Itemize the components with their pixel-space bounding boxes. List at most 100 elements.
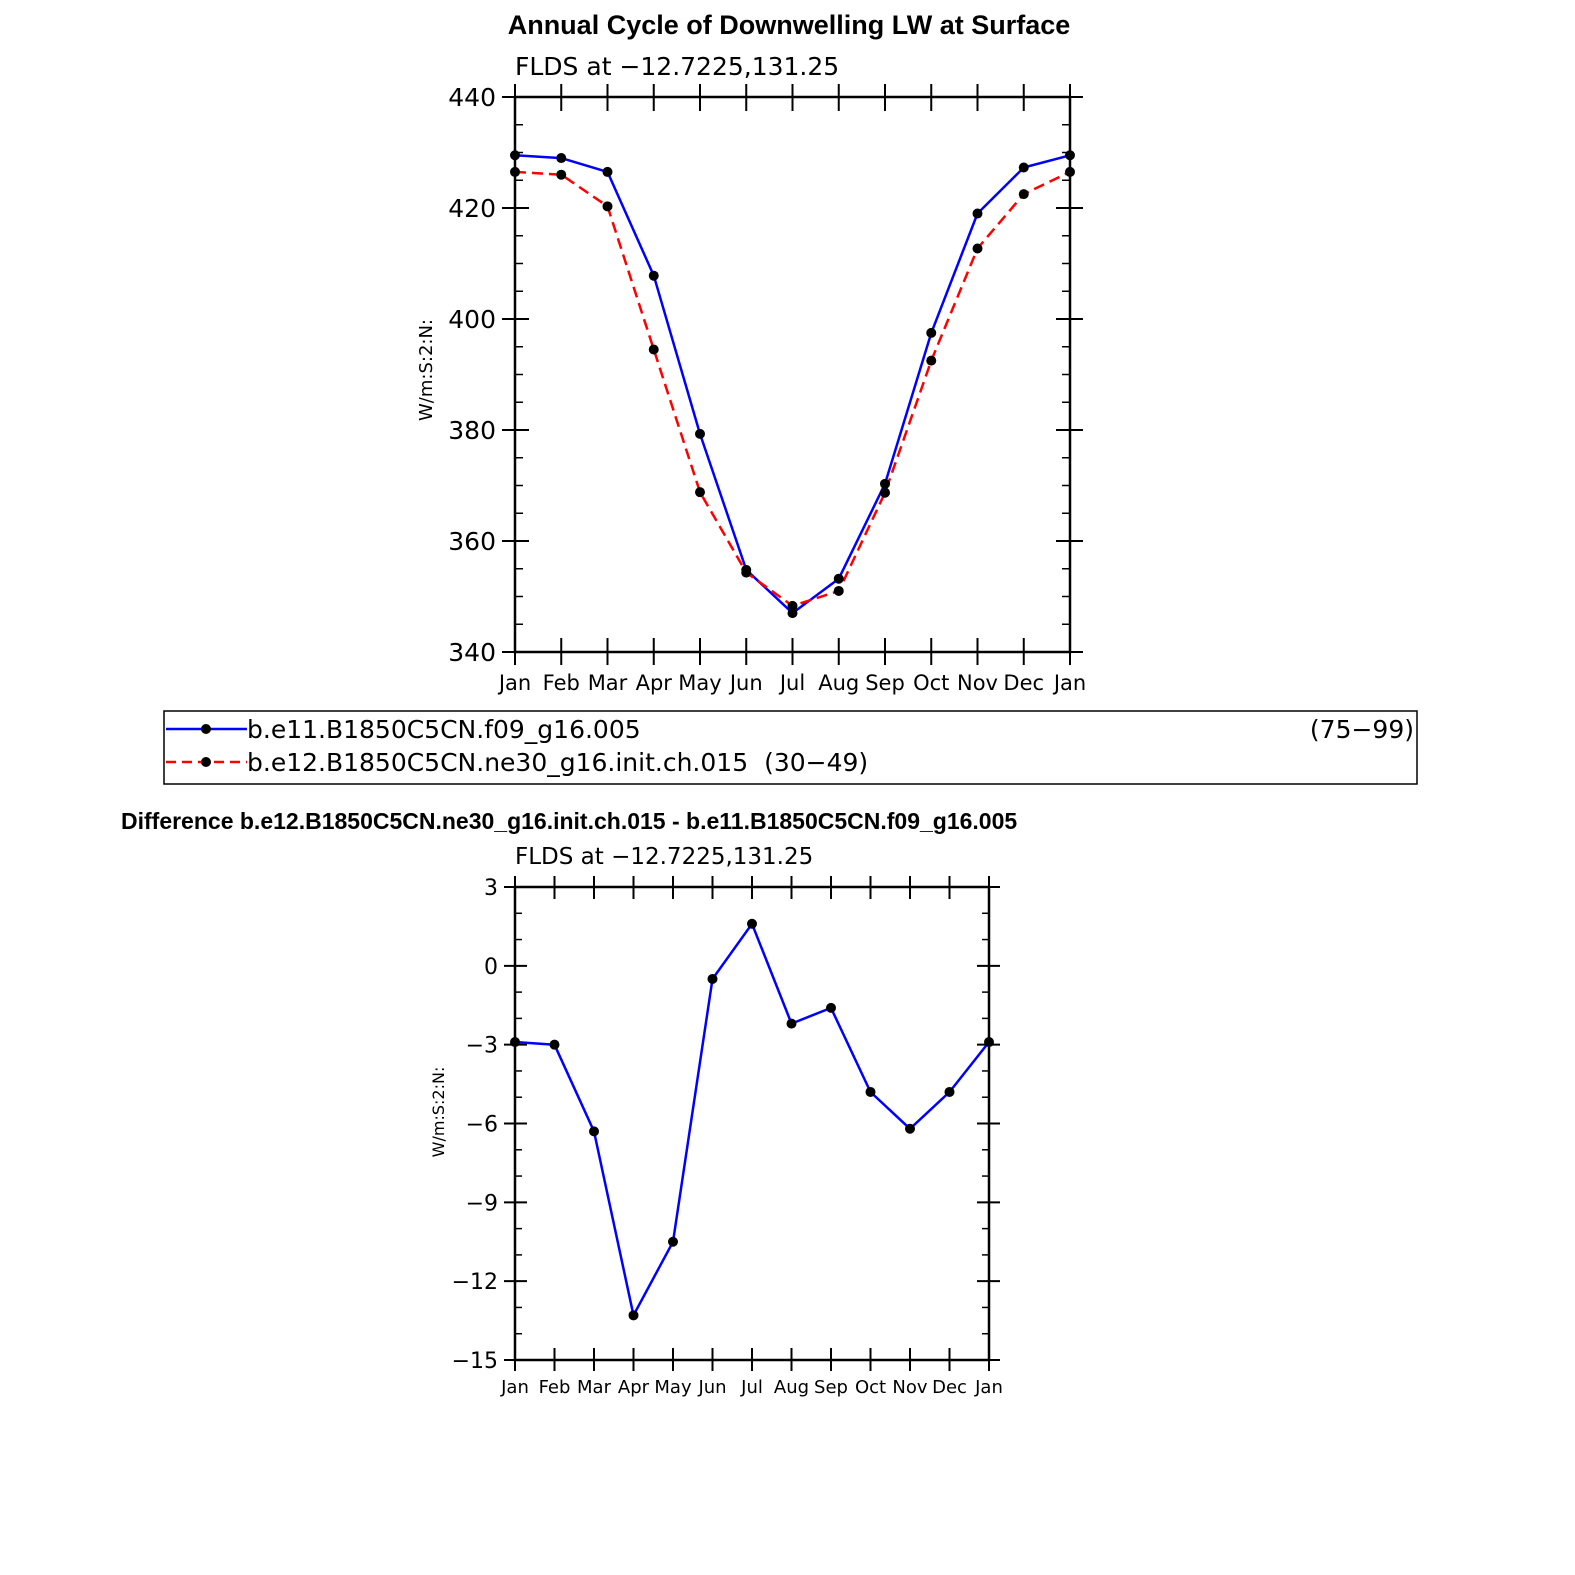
chart1-series-1-point bbox=[648, 270, 659, 281]
chart2-series-1-point bbox=[984, 1037, 994, 1048]
chart1-series-1-point bbox=[787, 608, 798, 619]
chart1-series-1-point bbox=[1065, 150, 1075, 161]
chart2-series-1-point bbox=[549, 1039, 560, 1050]
chart1-xtick-label: Dec bbox=[1003, 671, 1044, 695]
chart1-series-2-point bbox=[556, 169, 567, 180]
chart1-series-2-point bbox=[1018, 189, 1029, 200]
chart2-series-1-line bbox=[514, 922, 990, 1317]
chart1-series-1-line bbox=[514, 154, 1071, 615]
chart1-series-1-point bbox=[602, 166, 613, 177]
legend-years-series-1: (75−99) bbox=[1310, 715, 1414, 744]
chart2-series-1-point bbox=[865, 1086, 876, 1097]
chart1-series-1-point bbox=[833, 573, 844, 584]
chart2-subtitle: FLDS at −12.7225,131.25 bbox=[515, 844, 813, 870]
chart2-ytick-label: 3 bbox=[484, 876, 498, 901]
chart1-ytick-label: 440 bbox=[448, 83, 496, 112]
legend-marker-series-1 bbox=[201, 724, 211, 734]
chart2-xtick-label: Sep bbox=[814, 1377, 848, 1398]
legend-label-series-2-name: b.e12.B1850C5CN.ne30_g16.init.ch.015 bbox=[247, 748, 748, 777]
chart2-ytick-label: −15 bbox=[452, 1349, 498, 1374]
chart2-xtick-label: Jan bbox=[500, 1377, 529, 1398]
chart1-series-2-point bbox=[648, 344, 659, 355]
legend-label-series-1: b.e11.B1850C5CN.f09_g16.005 bbox=[247, 715, 641, 744]
chart1-series-2-line bbox=[514, 170, 1071, 608]
chart1-series-1-point bbox=[556, 153, 567, 164]
chart1-xtick-label: Jan bbox=[1052, 671, 1086, 695]
chart1-ytick-label: 400 bbox=[448, 305, 496, 334]
legend-marker-series-2 bbox=[201, 757, 211, 767]
legend-years-series-2: (30−49) bbox=[764, 748, 868, 777]
chart1-xtick-label: Aug bbox=[818, 671, 859, 695]
chart1-xtick-label: Apr bbox=[636, 671, 673, 695]
chart1-series-1-point bbox=[926, 327, 937, 338]
chart1-series-2-point bbox=[880, 487, 890, 498]
chart1-series-1-point bbox=[1018, 162, 1029, 173]
chart2-series-1-point bbox=[668, 1236, 678, 1247]
legend-label-series-2: b.e12.B1850C5CN.ne30_g16.init.ch.015 (30… bbox=[247, 748, 868, 777]
chart2-xtick-label: Feb bbox=[539, 1377, 571, 1398]
chart1-frame bbox=[513, 95, 1072, 654]
chart2-xtick-label: Nov bbox=[892, 1377, 927, 1398]
chart1-series-2-point bbox=[741, 567, 752, 578]
chart1-xtick-label: Feb bbox=[543, 671, 580, 695]
chart1-series-1-point bbox=[510, 150, 520, 161]
chart1-series-1-point bbox=[972, 208, 983, 219]
chart2-ytick-label: −3 bbox=[466, 1034, 498, 1059]
chart2-xtick-label: Jul bbox=[740, 1377, 763, 1398]
chart1-ytick-label: 360 bbox=[448, 527, 496, 556]
chart2-xtick-label: Jun bbox=[697, 1377, 726, 1398]
chart1-ytick-label: 380 bbox=[448, 416, 496, 445]
chart1-series-1-point bbox=[695, 428, 705, 439]
chart2-xtick-label: Jan bbox=[974, 1377, 1003, 1398]
chart2-title: Difference b.e12.B1850C5CN.ne30_g16.init… bbox=[121, 808, 1017, 834]
chart2-xtick-label: May bbox=[654, 1377, 692, 1398]
chart1-xtick-label: Jan bbox=[497, 671, 531, 695]
chart1-series-2-point bbox=[787, 600, 798, 611]
chart1-series-2-point bbox=[926, 355, 937, 366]
chart2-series-1-point bbox=[747, 918, 757, 929]
chart1-series-2-point bbox=[602, 201, 613, 212]
chart2-ytick-label: −9 bbox=[466, 1191, 498, 1216]
chart2-ytick-label: −12 bbox=[452, 1270, 498, 1295]
chart2-series-1-point bbox=[826, 1002, 836, 1013]
chart2-ytick-label: −6 bbox=[466, 1112, 498, 1137]
chart1-xtick-label: May bbox=[678, 671, 721, 695]
chart1-xtick-label: Nov bbox=[957, 671, 998, 695]
chart2-xtick-label: Dec bbox=[932, 1377, 967, 1398]
chart1-series-2-point bbox=[972, 243, 983, 254]
chart1-xtick-label: Oct bbox=[913, 671, 949, 695]
chart2-series-1-point bbox=[628, 1310, 639, 1321]
chart1-title: Annual Cycle of Downwelling LW at Surfac… bbox=[508, 10, 1071, 40]
chart2-series-1-point bbox=[589, 1126, 599, 1137]
chart1-legend: b.e11.B1850C5CN.f09_g16.005 (75−99) b.e1… bbox=[163, 710, 1418, 785]
chart1-series-2-point bbox=[510, 166, 520, 177]
chart2-xtick-label: Oct bbox=[855, 1377, 886, 1398]
chart1-ylabel: W/m:S:2:N: bbox=[416, 319, 437, 421]
chart1-xtick-label: Jun bbox=[728, 671, 763, 695]
chart2-ylabel: W/m:S:2:N: bbox=[429, 1067, 448, 1158]
chart1-series-2-point bbox=[695, 487, 705, 498]
chart2-series-1-point bbox=[707, 973, 718, 984]
chart2-xtick-label: Apr bbox=[618, 1377, 650, 1398]
chart1-ytick-label: 420 bbox=[448, 194, 496, 223]
chart2-series-1-point bbox=[905, 1123, 915, 1134]
chart2-series-1-point bbox=[944, 1086, 955, 1097]
chart2-series-1-point bbox=[786, 1018, 797, 1029]
chart1-ytick-label: 340 bbox=[448, 638, 496, 667]
chart1-series-2-point bbox=[833, 585, 844, 596]
chart2-xtick-label: Aug bbox=[774, 1377, 809, 1398]
chart1-xtick-label: Jul bbox=[778, 671, 805, 695]
chart2-frame bbox=[513, 885, 991, 1362]
chart1-series-1-point bbox=[880, 478, 890, 489]
chart2-series-1-point bbox=[510, 1037, 520, 1048]
chart2-ytick-label: 0 bbox=[484, 955, 498, 980]
legend-box bbox=[163, 710, 1418, 785]
chart2-xtick-label: Mar bbox=[577, 1377, 612, 1398]
chart1-subtitle: FLDS at −12.7225,131.25 bbox=[515, 52, 839, 81]
chart1-series-2-point bbox=[1065, 166, 1075, 177]
chart1-xtick-label: Mar bbox=[588, 671, 628, 695]
chart1-xtick-label: Sep bbox=[865, 671, 905, 695]
